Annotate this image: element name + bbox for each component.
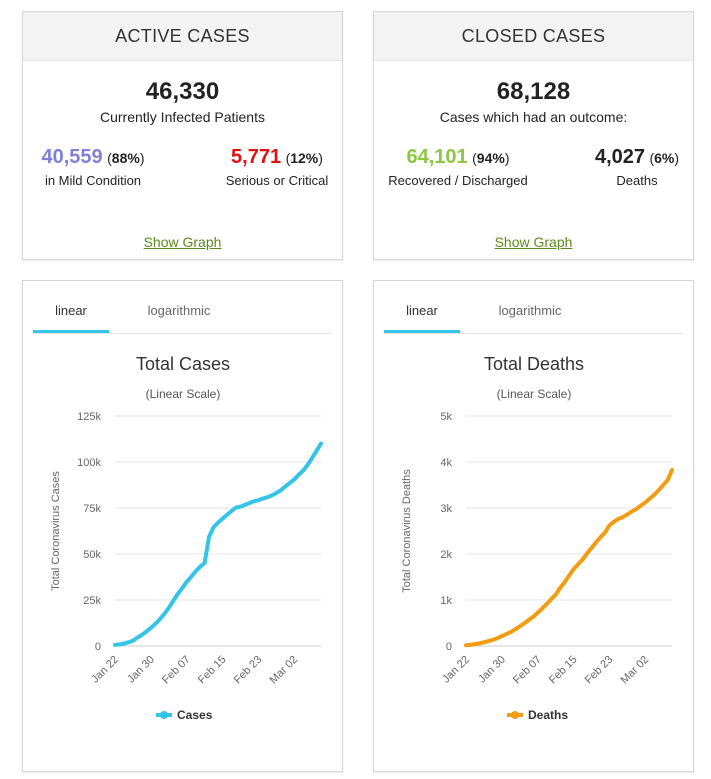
y-tick-label: 5k bbox=[440, 411, 452, 423]
scale-tabs: linear logarithmic bbox=[384, 295, 683, 334]
legend-label: Cases bbox=[177, 708, 213, 722]
scale-tabs: linear logarithmic bbox=[33, 295, 332, 334]
deaths-pct: 6% bbox=[654, 150, 675, 166]
y-tick-label: 100k bbox=[77, 457, 101, 469]
tab-linear[interactable]: linear bbox=[33, 295, 109, 333]
recovered-block: 64,101 (94%) Recovered / Discharged bbox=[380, 146, 536, 188]
x-tick-label: Feb 07 bbox=[160, 654, 193, 687]
deaths-block: 4,027 (6%) Deaths bbox=[584, 146, 690, 188]
legend-label: Deaths bbox=[528, 708, 568, 722]
x-tick-label: Mar 02 bbox=[268, 654, 301, 687]
serious-pct: 12% bbox=[290, 150, 319, 166]
closed-cases-title: CLOSED CASES bbox=[374, 12, 693, 61]
series-line bbox=[464, 468, 674, 648]
serious-value: 5,771 bbox=[231, 146, 282, 168]
tab-logarithmic[interactable]: logarithmic bbox=[147, 303, 211, 318]
recovered-pct: 94% bbox=[476, 150, 505, 166]
active-cases-title: ACTIVE CASES bbox=[23, 12, 342, 61]
y-tick-label: 50k bbox=[83, 549, 101, 561]
total-deaths-chart: Total Deaths (Linear Scale) Total Coronavi… bbox=[401, 354, 674, 722]
y-tick-label: 4k bbox=[440, 457, 452, 469]
deaths-label: Deaths bbox=[616, 173, 658, 188]
deaths-value: 4,027 bbox=[594, 146, 646, 168]
y-tick-label: 0 bbox=[446, 641, 452, 653]
closed-cases-total-label: Cases which had an outcome: bbox=[439, 109, 628, 125]
series-line bbox=[113, 441, 323, 647]
y-axis-label: Total Coronavirus Cases bbox=[50, 471, 62, 591]
y-tick-label: 125k bbox=[77, 411, 101, 423]
active-cases-total: 46,330 bbox=[145, 78, 220, 105]
active-cases-panel: ACTIVE CASES 46,330 Currently Infected P… bbox=[22, 11, 343, 260]
y-tick-label: 25k bbox=[83, 595, 101, 607]
tab-linear[interactable]: linear bbox=[384, 295, 460, 333]
mild-value: 40,559 bbox=[41, 146, 103, 168]
closed-cases-total: 68,128 bbox=[496, 78, 571, 105]
x-tick-label: Mar 02 bbox=[619, 654, 652, 687]
chart-subtitle: (Linear Scale) bbox=[146, 387, 221, 401]
chart-subtitle: (Linear Scale) bbox=[497, 387, 572, 401]
active-cases-total-label: Currently Infected Patients bbox=[100, 109, 265, 125]
total-cases-chart: Total Cases (Linear Scale) Total Coronavir… bbox=[50, 354, 323, 722]
tab-logarithmic[interactable]: logarithmic bbox=[498, 303, 562, 318]
y-tick-label: 3k bbox=[440, 503, 452, 515]
chart-title: Total Cases bbox=[136, 354, 230, 374]
x-tick-label: Feb 23 bbox=[583, 654, 616, 687]
x-tick-label: Jan 30 bbox=[476, 654, 508, 686]
y-axis-label: Total Coronavirus Deaths bbox=[401, 469, 413, 593]
x-tick-label: Jan 30 bbox=[125, 654, 157, 686]
mild-condition-block: 40,559 (88%) in Mild Condition bbox=[23, 146, 163, 188]
mild-pct: 88% bbox=[111, 150, 140, 166]
legend-swatch-dot bbox=[160, 711, 168, 719]
serious-label: Serious or Critical bbox=[225, 173, 329, 188]
mild-label: in Mild Condition bbox=[44, 173, 142, 188]
y-tick-label: 2k bbox=[440, 549, 452, 561]
recovered-value: 64,101 bbox=[406, 146, 468, 168]
closed-cases-panel: CLOSED CASES 68,128 Cases which had an o… bbox=[373, 11, 694, 260]
legend-swatch-dot bbox=[511, 711, 519, 719]
y-tick-label: 1k bbox=[440, 595, 452, 607]
recovered-label: Recovered / Discharged bbox=[388, 173, 528, 188]
y-tick-label: 75k bbox=[83, 503, 101, 515]
x-tick-label: Feb 15 bbox=[547, 654, 580, 687]
y-tick-label: 0 bbox=[95, 641, 101, 653]
x-tick-label: Feb 23 bbox=[232, 654, 265, 687]
total-deaths-chart-panel: linear logarithmic Total Deaths (Linear S… bbox=[373, 280, 694, 772]
x-tick-label: Jan 22 bbox=[440, 654, 472, 686]
x-tick-label: Feb 15 bbox=[196, 654, 229, 687]
chart-title: Total Deaths bbox=[484, 354, 584, 374]
x-tick-label: Jan 22 bbox=[89, 654, 121, 686]
serious-condition-block: 5,771 (12%) Serious or Critical bbox=[215, 146, 339, 188]
x-tick-label: Feb 07 bbox=[511, 654, 544, 687]
total-cases-chart-panel: linear logarithmic Total Cases (Linear Sc… bbox=[22, 280, 343, 772]
active-show-graph-link[interactable]: Show Graph bbox=[143, 234, 222, 250]
closed-show-graph-link[interactable]: Show Graph bbox=[494, 234, 573, 250]
